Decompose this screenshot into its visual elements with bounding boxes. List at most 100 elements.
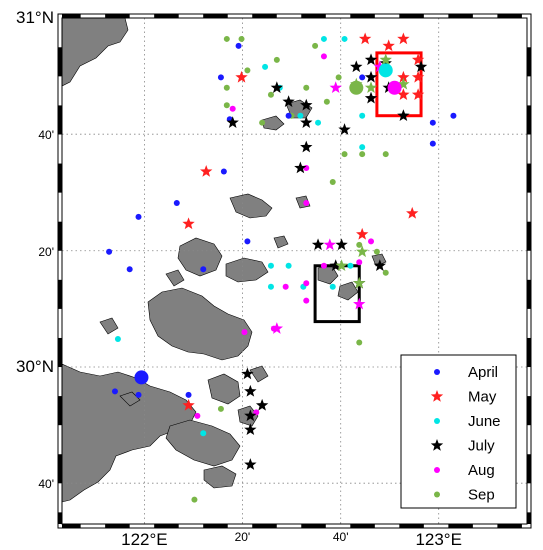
station-marker-aug (329, 81, 342, 94)
station-marker-july (350, 60, 363, 73)
station-marker-may (182, 398, 195, 411)
frame-stripe-top (448, 14, 473, 18)
frame-stripe-right (527, 454, 531, 484)
station-marker-june (114, 336, 121, 343)
station-marker-april (429, 140, 436, 147)
frame-stripe-bottom (448, 524, 473, 528)
frame-stripe-right (527, 221, 531, 251)
station-marker-may (200, 165, 213, 177)
frame-stripe-left (58, 396, 62, 426)
red-box (375, 51, 423, 118)
frame-stripe-right (527, 512, 531, 524)
station-marker-june (267, 262, 274, 269)
legend-label-may: May (468, 389, 497, 406)
station-marker-aug (387, 80, 402, 95)
frame-stripe-bottom (497, 524, 522, 528)
station-marker-april (429, 119, 436, 126)
legend-marker-june (434, 418, 440, 424)
frame-stripe-left (58, 221, 62, 251)
station-marker-sep (364, 81, 378, 94)
station-marker-sep (382, 151, 389, 158)
frame-ticks (57, 13, 532, 529)
station-marker-sep (359, 151, 366, 158)
land-island-ne-daishan (229, 193, 273, 219)
land-island-south-1 (165, 419, 241, 467)
frame-stripe-left (58, 105, 62, 135)
station-marker-aug (303, 280, 310, 287)
station-marker-sep (238, 35, 245, 42)
station-marker-april (235, 42, 242, 49)
station-marker-april (106, 248, 113, 255)
station-marker-june (262, 63, 269, 70)
station-marker-july (241, 367, 254, 380)
station-marker-april (217, 74, 224, 81)
lon-tick-label: 40' (333, 530, 349, 544)
station-marker-sep (303, 84, 310, 91)
station-marker-may (182, 217, 195, 230)
lon-tick-label: 20' (235, 530, 251, 544)
station-marker-aug (356, 259, 363, 266)
station-marker-june (320, 35, 327, 42)
station-marker-aug (303, 199, 310, 206)
station-marker-april (450, 112, 457, 119)
lat-tick-label: 20' (38, 245, 54, 259)
station-marker-july (244, 384, 257, 397)
legend-label-april: April (468, 364, 498, 381)
lat-tick-label: 31°N (16, 8, 54, 27)
station-marker-aug (323, 238, 336, 251)
frame-stripe-left (58, 279, 62, 309)
land-island-mid-2 (273, 235, 289, 249)
station-marker-june (359, 112, 366, 119)
station-marker-july (397, 109, 410, 121)
legend-marker-july (430, 439, 444, 451)
station-marker-sep (259, 119, 266, 126)
station-marker-may (397, 32, 410, 45)
station-marker-sep (353, 276, 366, 289)
station-marker-may (382, 39, 395, 52)
frame-stripe-top (301, 14, 326, 18)
station-marker-may (397, 70, 410, 83)
land-island-south-4 (203, 465, 237, 489)
station-marker-april (111, 388, 118, 395)
station-marker-sep (335, 259, 348, 272)
station-marker-july (329, 259, 342, 272)
station-marker-april (173, 199, 180, 206)
station-marker-april (359, 74, 366, 81)
station-marker-sep (312, 42, 319, 49)
lat-tick-label: 40' (38, 477, 54, 491)
frame-stripe-bottom (105, 524, 130, 528)
station-marker-aug (270, 322, 284, 334)
frame-stripe-right (527, 279, 531, 309)
frame-stripe-right (527, 47, 531, 77)
station-marker-sep (244, 67, 251, 74)
frame-stripe-left (58, 337, 62, 368)
legend-label-july: July (468, 438, 495, 455)
station-marker-sep (267, 91, 274, 98)
station-marker-july (414, 60, 428, 73)
station-marker-aug (194, 412, 201, 419)
land-island-small-2 (337, 281, 359, 301)
station-marker-april (185, 391, 192, 398)
station-marker-sep (223, 35, 230, 42)
station-marker-aug (368, 238, 375, 245)
station-marker-sep (329, 179, 336, 186)
station-marker-april (135, 213, 142, 220)
frame-stripe-bottom (301, 524, 326, 528)
station-marker-june (315, 119, 322, 126)
station-marker-july (379, 56, 392, 69)
station-marker-may (411, 53, 425, 66)
land-zhoushan-island (147, 287, 253, 361)
station-marker-aug (241, 329, 248, 336)
station-marker-sep (373, 248, 380, 255)
station-marker-may (397, 88, 410, 101)
station-marker-sep (356, 241, 363, 248)
legend-marker-sep (434, 491, 440, 498)
station-marker-june (341, 35, 348, 42)
frame-stripe-right (527, 163, 531, 193)
frame-stripe-top (252, 14, 277, 18)
station-marker-aug (353, 297, 366, 310)
legend-box (400, 354, 517, 509)
frame-stripe-bottom (203, 524, 228, 528)
legend-marker-aug (434, 467, 440, 473)
